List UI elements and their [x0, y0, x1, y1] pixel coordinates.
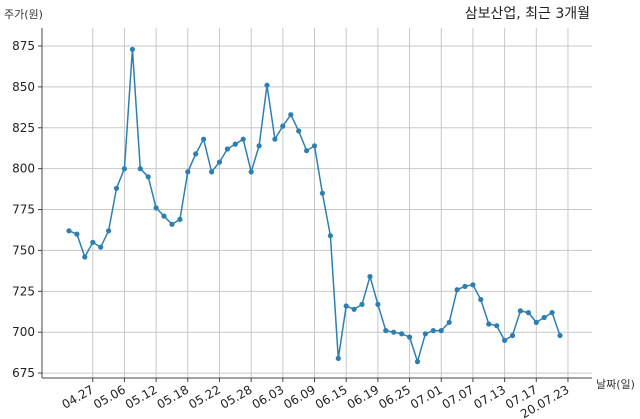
data-point — [264, 82, 270, 88]
x-tick-label: 07.13 — [471, 382, 508, 411]
data-point — [137, 166, 143, 172]
y-tick-label: 800 — [12, 162, 35, 176]
data-point — [256, 143, 262, 149]
x-tick-labels: 04.2705.0605.1205.1805.2205.2806.0306.09… — [60, 378, 571, 419]
x-tick-label: 05.06 — [91, 382, 128, 411]
data-point — [462, 283, 468, 289]
data-point — [438, 328, 444, 334]
data-point — [414, 359, 421, 365]
x-grid-lines — [92, 28, 569, 378]
data-point — [304, 148, 310, 154]
data-point — [375, 301, 381, 307]
data-point — [509, 332, 516, 339]
data-point — [517, 308, 524, 314]
price-markers — [66, 46, 563, 365]
data-point — [383, 328, 389, 334]
data-point — [486, 321, 492, 327]
data-point — [502, 337, 508, 343]
data-point — [121, 166, 127, 172]
data-point — [533, 319, 539, 325]
x-tick-label: 05.28 — [218, 382, 255, 411]
data-point — [74, 231, 80, 237]
y-tick-label: 825 — [12, 121, 35, 135]
data-point — [430, 328, 436, 334]
x-tick-label: 04.27 — [60, 382, 97, 411]
x-tick-label: 05.22 — [186, 382, 223, 411]
data-point — [201, 136, 207, 142]
data-point — [66, 228, 72, 234]
data-point — [541, 314, 547, 321]
y-tick-label: 700 — [12, 325, 35, 339]
y-axis-title: 주가(원) — [4, 8, 43, 21]
y-tick-label: 725 — [12, 284, 35, 298]
data-point — [169, 221, 175, 227]
x-tick-label: 05.12 — [123, 382, 160, 411]
data-point — [343, 303, 349, 309]
data-point — [145, 174, 151, 180]
data-point — [454, 287, 460, 293]
data-point — [288, 112, 294, 118]
data-point — [82, 254, 88, 260]
data-point — [209, 169, 215, 175]
data-point — [327, 233, 333, 239]
data-point — [407, 334, 413, 340]
data-point — [240, 136, 246, 142]
x-tick-label: 06.03 — [250, 382, 287, 411]
data-point — [216, 159, 223, 165]
y-tick-label: 875 — [12, 39, 35, 53]
data-point — [391, 329, 397, 335]
data-point — [478, 296, 484, 303]
data-point — [185, 169, 191, 175]
y-tick-label: 750 — [12, 243, 35, 257]
data-point — [470, 282, 476, 288]
x-tick-label: 06.15 — [313, 382, 350, 411]
data-point — [161, 213, 167, 219]
data-point — [351, 306, 357, 312]
x-tick-label: 07.01 — [408, 382, 445, 411]
data-point — [311, 143, 318, 149]
data-point — [177, 216, 183, 222]
data-point — [549, 310, 555, 316]
data-point — [494, 323, 500, 329]
data-point — [280, 123, 286, 129]
y-tick-label: 850 — [12, 80, 35, 94]
data-point — [113, 185, 120, 191]
data-point — [296, 128, 302, 134]
data-point — [359, 301, 365, 307]
data-point — [153, 205, 159, 211]
data-point — [367, 274, 373, 280]
data-point — [90, 239, 96, 245]
y-tick-label: 675 — [12, 366, 35, 380]
data-point — [248, 169, 254, 175]
data-point — [399, 331, 405, 337]
data-point — [106, 228, 112, 234]
y-tick-labels: 675 700 725 750 775 800 825 850 875 — [12, 39, 42, 380]
x-tick-label: 06.25 — [376, 382, 413, 411]
data-point — [232, 141, 238, 147]
y-tick-label: 775 — [12, 203, 35, 217]
data-point — [193, 151, 199, 157]
chart-title: 삼보산업, 최근 3개월 — [465, 6, 590, 22]
data-point — [335, 355, 341, 361]
data-point — [525, 310, 532, 316]
y-grid-lines — [42, 45, 592, 374]
data-point — [446, 319, 452, 325]
x-tick-label: 06.19 — [345, 382, 382, 411]
data-point — [272, 136, 278, 142]
data-point — [319, 190, 325, 196]
data-point — [129, 46, 135, 52]
x-axis-title: 날짜(일) — [596, 377, 635, 391]
data-point — [98, 244, 104, 250]
x-tick-label: 07.07 — [440, 382, 477, 411]
data-point — [224, 146, 230, 152]
x-tick-label: 05.18 — [155, 382, 192, 411]
data-point — [557, 332, 563, 339]
x-tick-label: 06.09 — [281, 382, 318, 411]
data-point — [422, 331, 428, 337]
